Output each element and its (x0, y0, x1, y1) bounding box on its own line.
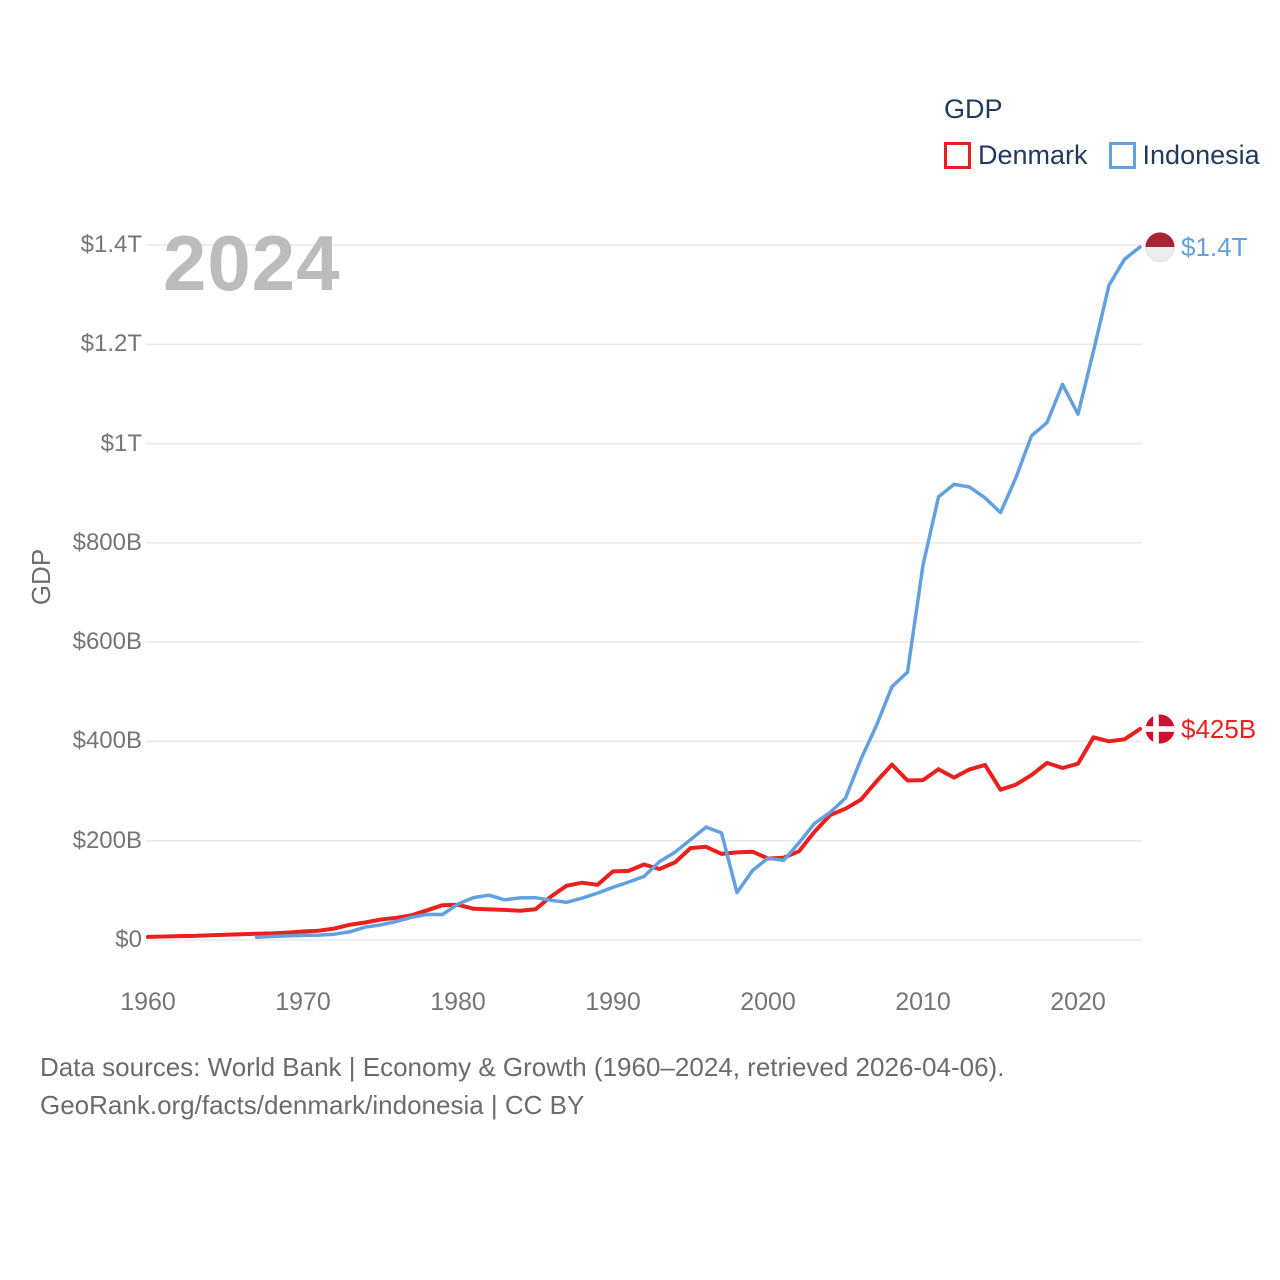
legend-item-denmark[interactable]: Denmark (944, 140, 1088, 171)
source-attribution: Data sources: World Bank | Economy & Gro… (40, 1048, 1004, 1124)
indonesia-series-swatch-icon (1108, 142, 1136, 169)
x-tick-label: 2010 (895, 988, 951, 1016)
x-tick-label: 1960 (120, 988, 176, 1016)
denmark-series-swatch-icon (944, 142, 971, 169)
x-tick-label: 1990 (585, 988, 641, 1016)
year-watermark: 2024 (163, 219, 341, 307)
y-tick-label: $800B (72, 528, 142, 556)
denmark-line-series (146, 727, 1142, 939)
y-tick-label: $1T (100, 429, 142, 457)
indonesia-flag-icon (1145, 232, 1175, 262)
x-tick-label: 1970 (275, 988, 331, 1016)
y-tick-label: $1.4T (80, 231, 142, 258)
legend-label-denmark: Denmark (978, 140, 1088, 170)
chart-plot-area (146, 232, 1175, 941)
y-tick-label: $0 (115, 926, 142, 953)
denmark-flag-icon (1145, 714, 1175, 744)
y-tick-label: $400B (72, 727, 142, 755)
legend-title: GDP (944, 94, 1003, 124)
y-tick-label: $200B (72, 826, 142, 854)
denmark-end-value-label: $425B (1181, 714, 1257, 745)
legend: GDP Denmark Indonesia (944, 94, 1260, 171)
x-tick-label: 2000 (740, 988, 796, 1016)
legend-row: Denmark Indonesia (944, 140, 1260, 171)
indonesia-end-value-label: $1.4T (1181, 231, 1248, 262)
legend-item-indonesia[interactable]: Indonesia (1108, 140, 1260, 171)
x-tick-label: 2020 (1050, 988, 1106, 1016)
x-tick-label: 1980 (430, 988, 486, 1016)
legend-label-indonesia: Indonesia (1142, 140, 1260, 170)
y-tick-label: $1.2T (80, 330, 142, 358)
indonesia-line-series (254, 245, 1142, 939)
georank-url-line: GeoRank.org/facts/denmark/indonesia | CC… (40, 1090, 585, 1120)
y-tick-label: $600B (72, 628, 142, 656)
data-sources-line: Data sources: World Bank | Economy & Gro… (40, 1052, 1005, 1082)
